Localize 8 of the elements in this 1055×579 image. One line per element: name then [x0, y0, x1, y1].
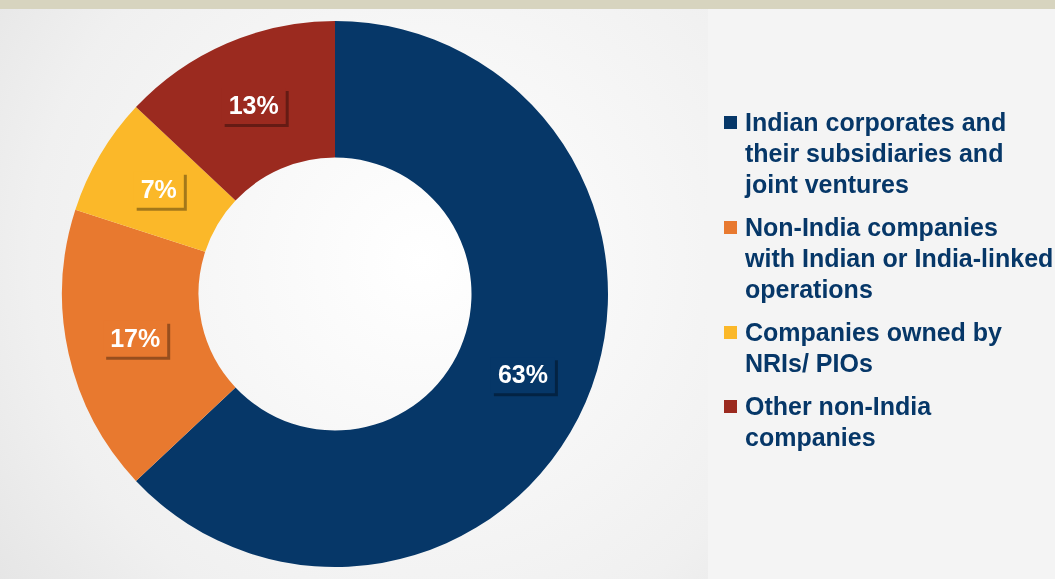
- legend-label: Other non-India companies: [745, 391, 933, 453]
- data-label: 63%: [497, 360, 548, 389]
- legend-label: Non-India companies with Indian or India-linked operations: [745, 212, 1054, 305]
- data-label: 7%: [140, 174, 177, 203]
- data-label: 17%: [110, 323, 161, 352]
- legend-label: Companies owned by NRIs/ PIOs: [745, 317, 1003, 379]
- data-label: 13%: [228, 90, 279, 119]
- legend-label: Indian corporates and their subsidiaries and joint ventures: [745, 107, 1008, 200]
